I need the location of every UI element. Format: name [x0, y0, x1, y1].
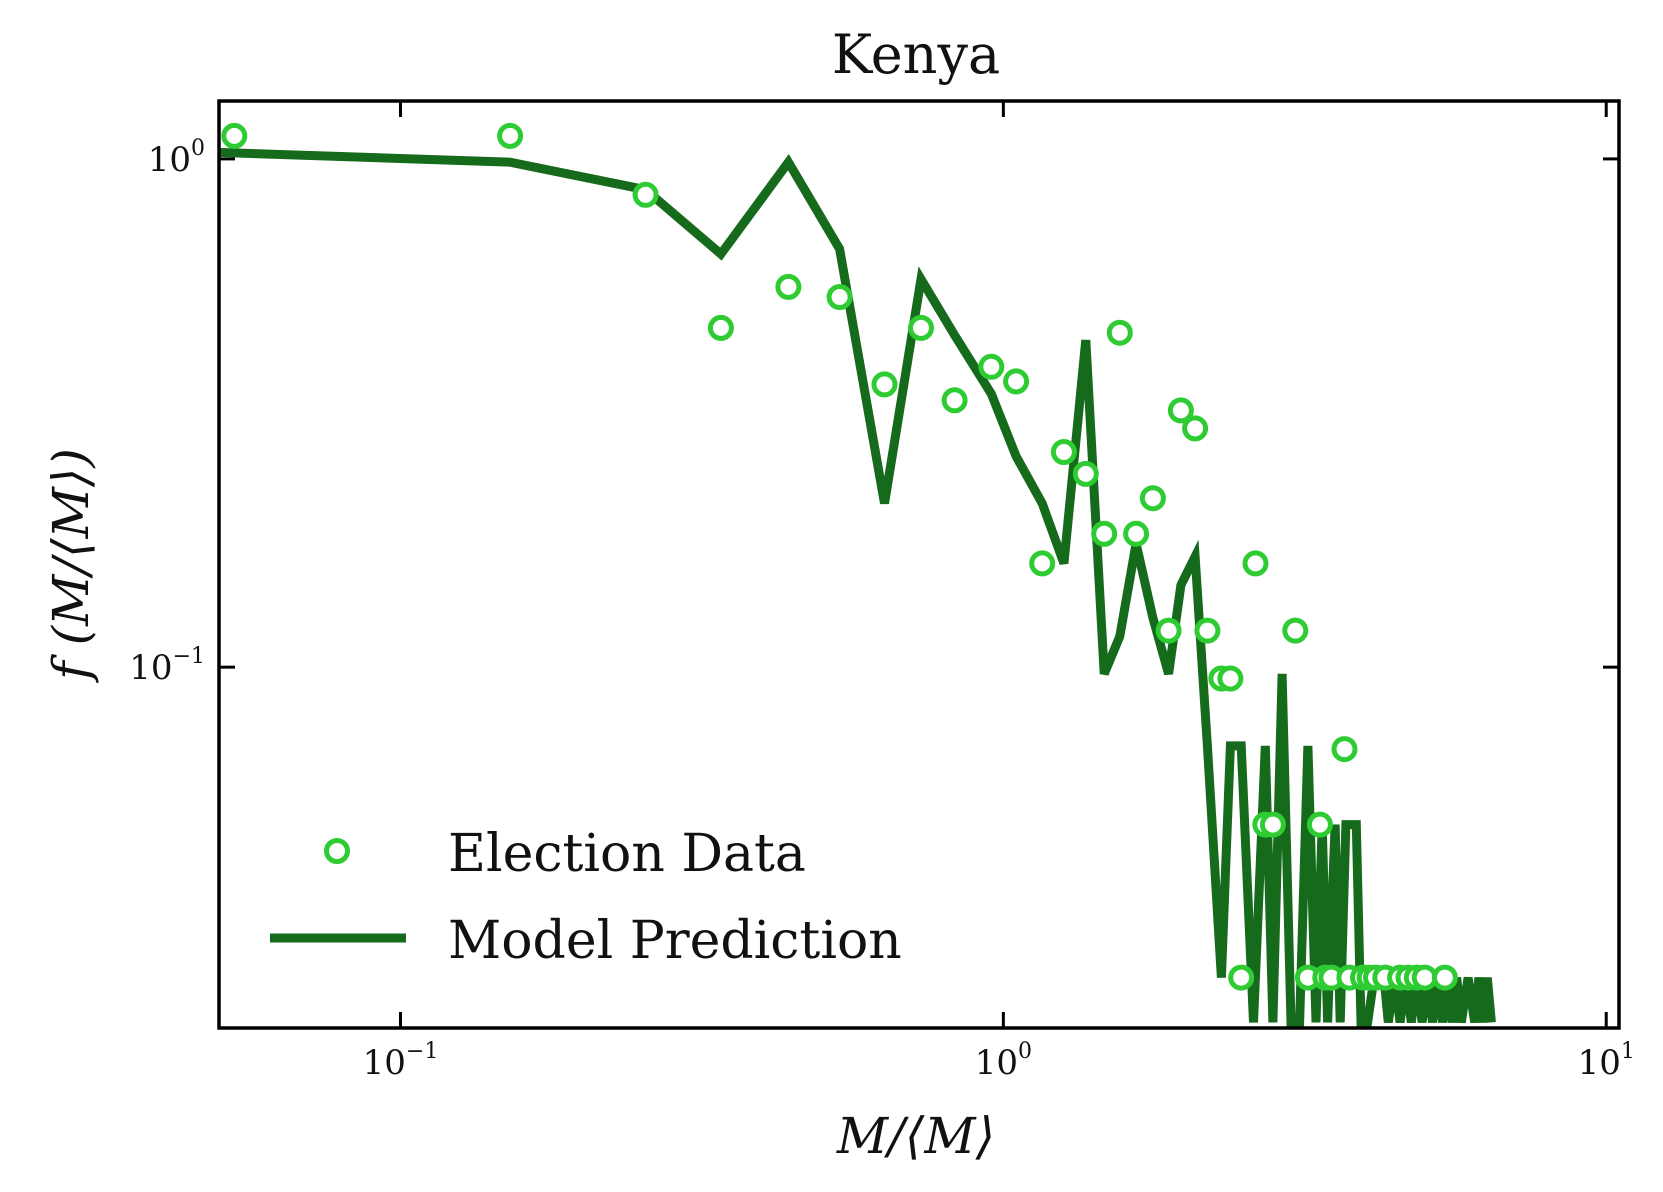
- election-data-point: [1142, 488, 1163, 509]
- election-data-point: [1126, 523, 1147, 544]
- election-data-point: [1309, 814, 1330, 835]
- election-data-point: [778, 276, 799, 297]
- legend-marker-election-data: [327, 841, 348, 862]
- election-data-point: [1185, 418, 1206, 439]
- election-data-point: [1197, 620, 1218, 641]
- chart-title: Kenya: [832, 23, 1000, 86]
- legend-label-model-prediction: Model Prediction: [448, 911, 902, 971]
- election-data-point: [1245, 553, 1266, 574]
- election-data-point: [635, 184, 656, 205]
- election-data-point: [1109, 322, 1130, 343]
- election-data-point: [1053, 442, 1074, 463]
- legend-label-election-data: Election Data: [448, 824, 806, 884]
- election-data-point: [1094, 523, 1115, 544]
- election-data-point: [1262, 814, 1283, 835]
- x-axis-title: M/⟨M⟩: [836, 1107, 995, 1165]
- election-data-point: [829, 287, 850, 308]
- y-axis-title: f (M/⟨M⟩): [42, 448, 100, 684]
- election-data-point: [911, 317, 932, 338]
- election-data-point: [1032, 553, 1053, 574]
- election-data-point: [944, 390, 965, 411]
- election-data-point: [1006, 371, 1027, 392]
- election-data-point: [1075, 463, 1096, 484]
- election-data-point: [1231, 967, 1252, 988]
- election-data-point: [1334, 739, 1355, 760]
- election-data-point: [224, 125, 245, 146]
- election-data-point: [981, 356, 1002, 377]
- election-data-point: [1434, 967, 1455, 988]
- election-data-point: [874, 374, 895, 395]
- election-data-point: [1158, 620, 1179, 641]
- election-data-point: [710, 317, 731, 338]
- election-data-point: [1285, 620, 1306, 641]
- election-data-point: [1220, 668, 1241, 689]
- election-data-point: [500, 125, 521, 146]
